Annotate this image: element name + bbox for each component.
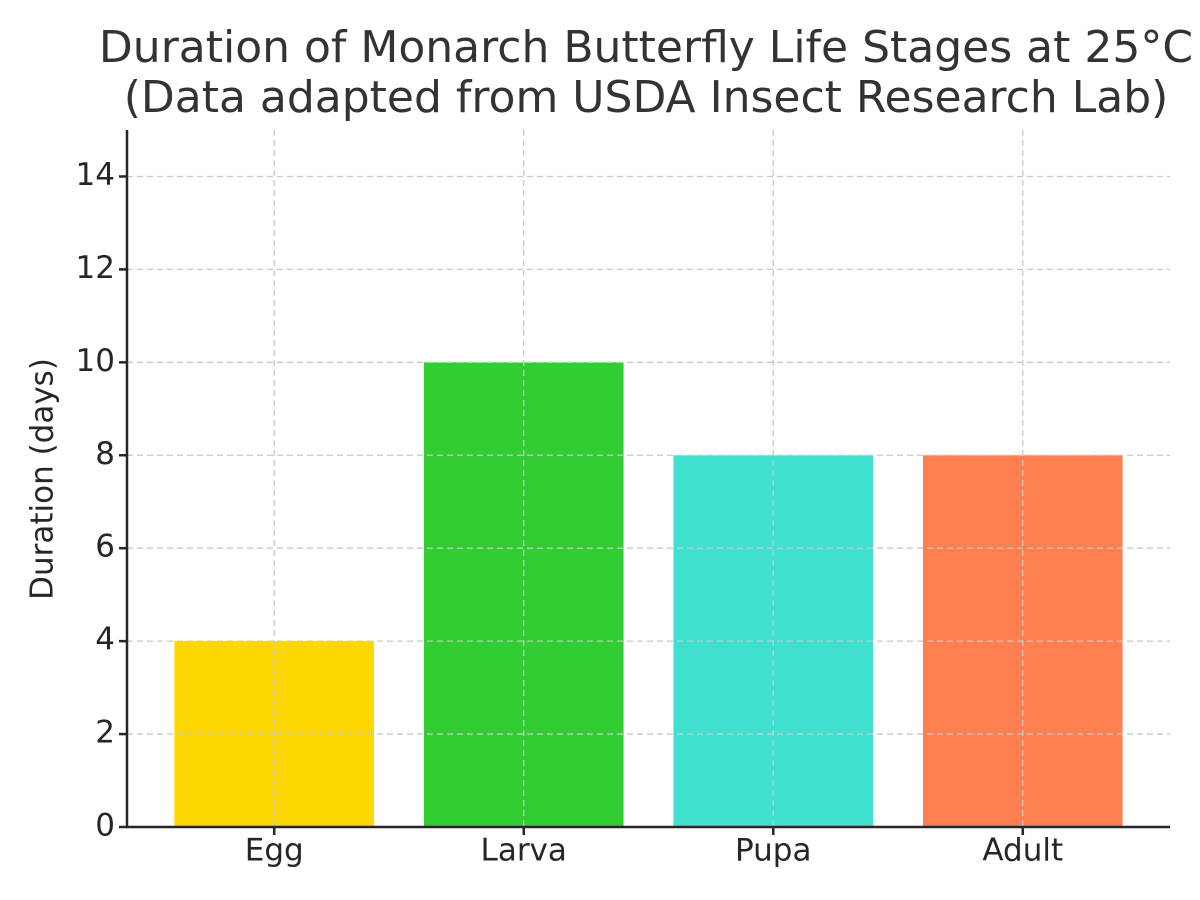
plot <box>174 362 1123 827</box>
y-tick-label: 4 <box>95 622 115 658</box>
x-tick-label: Adult <box>982 833 1063 869</box>
chart-title: Duration of Monarch Butterfly Life Stage… <box>99 22 1193 73</box>
y-tick-label: 6 <box>95 529 115 565</box>
y-tick-label: 2 <box>95 715 115 751</box>
y-tick-label: 8 <box>95 436 115 472</box>
y-tick-label: 12 <box>76 250 115 286</box>
chart-subtitle: (Data adapted from USDA Insect Research … <box>124 72 1169 123</box>
y-tick-label: 10 <box>76 343 115 379</box>
y-axis-label: Duration (days) <box>25 358 61 600</box>
y-tick-label: 0 <box>95 808 115 844</box>
x-tick-label: Pupa <box>735 833 811 869</box>
x-tick-label: Egg <box>245 833 304 869</box>
y-tick-label: 14 <box>76 157 115 193</box>
x-tick-label: Larva <box>481 833 567 869</box>
